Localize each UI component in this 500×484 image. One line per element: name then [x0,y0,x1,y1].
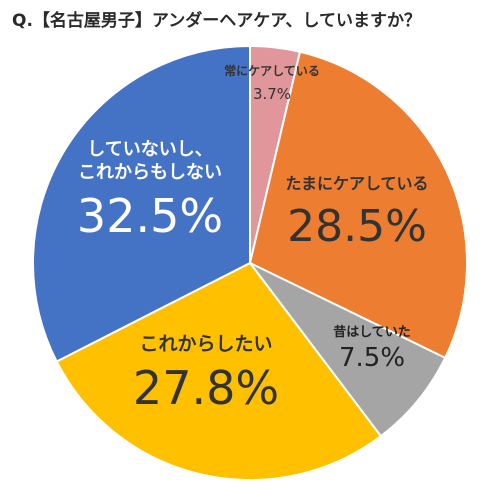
slice-label: 昔はしていた [333,324,411,340]
pie-slice [248,50,468,360]
slice-label: たまにケアしている [285,174,428,193]
slice-label: 常にケアしている [224,63,320,78]
slice-label: これからもしない [78,162,222,183]
chart-title: Q.【名古屋男子】アンダーヘアケア、していますか？ [12,11,422,31]
slice-value-label: 27.8% [133,361,279,415]
pie-slice [249,262,447,438]
pie-slice [32,44,251,363]
slice-value-label: 28.5% [287,201,427,252]
slice-label: これからしたい [139,333,272,355]
pie-slices [32,44,468,481]
pie-slice [55,261,383,481]
slice-label: していないし、 [87,139,212,160]
slice-value-label: 3.7% [253,85,291,103]
slice-value-label: 32.5% [77,189,223,243]
slice-value-label: 7.5% [339,343,405,373]
pie-labels: 常にケアしている 3.7% たまにケアしている 28.5% 昔はしていた 7.5% これから… [77,63,429,415]
